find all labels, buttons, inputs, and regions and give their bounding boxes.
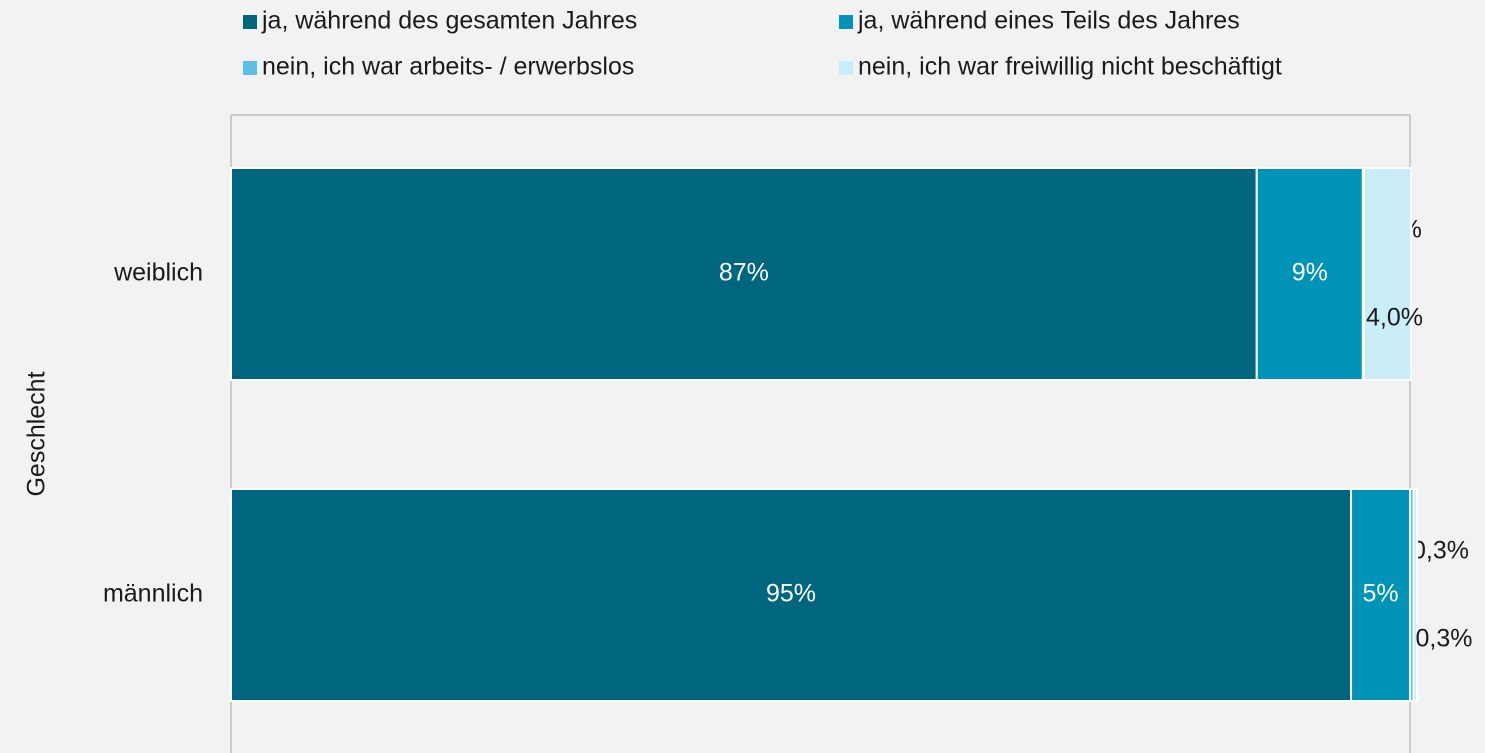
legend-label: ja, während eines Teils des Jahres <box>857 7 1240 35</box>
bar-segment <box>1363 167 1413 381</box>
data-label: 87% <box>719 259 769 287</box>
data-label: 5% <box>1362 580 1398 608</box>
bar-segment <box>230 167 1258 381</box>
legend-label: ja, während des gesamten Jahres <box>261 7 637 35</box>
legend-swatch <box>839 61 853 75</box>
data-label: 4,0% <box>1366 304 1423 332</box>
bar-segment <box>1350 488 1412 702</box>
bar-segment <box>1412 488 1419 702</box>
y-tick-label: männlich <box>103 580 203 608</box>
data-label: 0,3% <box>1416 625 1473 653</box>
legend-swatch <box>243 15 257 29</box>
y-tick-label: weiblich <box>113 259 203 287</box>
data-label: 0,3% <box>1412 537 1469 565</box>
legend-swatch <box>839 15 853 29</box>
data-label: 95% <box>766 580 816 608</box>
legend-label: nein, ich war arbeits- / erwerbslos <box>262 53 634 81</box>
data-label: 9% <box>1292 259 1328 287</box>
legend-label: nein, ich war freiwillig nicht beschäfti… <box>858 53 1282 81</box>
y-axis-label: Geschlecht <box>23 371 51 496</box>
legend-swatch <box>243 61 257 75</box>
